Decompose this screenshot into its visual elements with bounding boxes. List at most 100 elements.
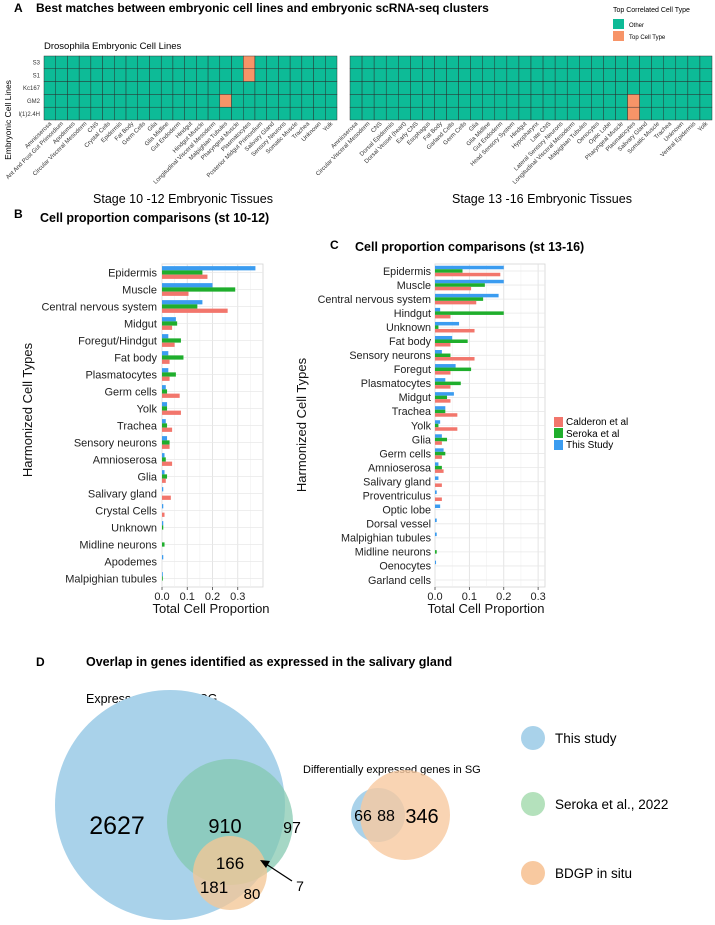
- right-cell-l-1-2-4h-lateral-sensory-neurons: [554, 106, 568, 121]
- venn-count-this-bdgp: 181: [200, 878, 228, 897]
- right-cell-gm2-late-cns: [542, 94, 556, 108]
- left-cell-kc167-pharyngeal-muscle: [231, 81, 244, 95]
- left-cell-kc167-salivary-gland: [266, 81, 279, 95]
- right-cell-s1-somatic-muscle: [651, 68, 664, 82]
- chart-c-bar-muscle-calderon-et-al: [435, 286, 472, 291]
- left-cell-l-1-2-4h-circular-visceral-mesoderm: [78, 106, 92, 121]
- right-cell-s1-glia-midline: [482, 68, 496, 82]
- heatmap-left-xlabel: Stage 10 -12 Embryonic Tissues: [93, 192, 273, 206]
- chart-b-bar-trachea-this-study: [162, 419, 166, 424]
- chart-b-bar-plasmatocytes-this-study: [162, 368, 169, 373]
- left-cell-l-1-2-4h-somatic-muscle: [289, 106, 303, 121]
- chart-c-category-central-nervous-system: Central nervous system: [318, 294, 431, 306]
- right-cell-gm2-cns: [373, 94, 387, 108]
- left-cell-kc167-apodemes: [67, 81, 80, 95]
- venn-legend: This study Seroka et al., 2022 BDGP in s…: [521, 726, 668, 885]
- chart-b-bar-salivary-gland-calderon-et-al: [162, 495, 171, 500]
- right-cell-l-1-2-4h-dorsal-vessel-heart: [398, 106, 411, 121]
- right-cell-l-1-2-4h-early-cns: [410, 106, 423, 121]
- left-cell-s1-somatic-muscle: [289, 68, 303, 82]
- left-cell-kc167-hindgut: [184, 81, 197, 95]
- left-cell-s3-fat-body: [125, 55, 138, 70]
- chart-c-bar-salivary-gland-calderon-et-al: [435, 483, 442, 487]
- chart-c-bar-plasmatocytes-this-study: [435, 378, 446, 382]
- right-cell-s3-head-sensory-system: [506, 55, 520, 70]
- right-cell-l-1-2-4h-amnioserosa: [349, 106, 363, 121]
- chart-c-category-hindgut: Hindgut: [394, 308, 431, 320]
- chart-b-bar-epidermis-this-study: [162, 266, 256, 271]
- right-cell-gm2-ventral-epidermis: [687, 94, 701, 108]
- chart-c-bar-fat-body-calderon-et-al: [435, 342, 451, 347]
- chart-c-category-malpighian-tubules: Malpighian tubules: [341, 533, 432, 545]
- chart-c-bar-epidermis-calderon-et-al: [435, 272, 501, 277]
- left-cell-s3-circular-visceral-mesoderm: [78, 55, 92, 70]
- right-cell-s3-fat-body: [434, 55, 447, 70]
- chart-b-bar-glia-calderon-et-al: [162, 478, 166, 483]
- left-cell-l-1-2-4h-malpighian-tubules: [219, 106, 232, 121]
- legend-label-calderon: Calderon et al: [566, 417, 628, 428]
- left-cell-s1-germ-cells: [137, 68, 150, 82]
- right-cell-s1-longitudinal-visceral-mesoderm: [566, 68, 580, 82]
- chart-c-category-proventriculus: Proventriculus: [363, 490, 432, 502]
- venn-expressed: Expressed genes in SG 2627 910 97 166 18…: [55, 690, 304, 920]
- left-cell-s1-yolk: [325, 68, 338, 82]
- chart-b-bar-germ-cells-seroka-et-al: [162, 389, 168, 394]
- right-cell-l-1-2-4h-garland-cells: [446, 106, 459, 121]
- chart-b-bar-central-nervous-system-seroka-et-al: [162, 304, 198, 309]
- venn-diff-circle-bdgp: [360, 770, 450, 860]
- right-cell-s3-glia: [470, 55, 483, 70]
- right-cell-gm2-hypopharynx: [530, 94, 544, 108]
- chart-c-bar-malpighian-tubules-this-study: [435, 532, 437, 537]
- right-cell-l-1-2-4h-glia: [470, 106, 483, 121]
- left-cell-kc167-cns: [90, 81, 103, 95]
- right-cell-l-1-2-4h-plasmatocytes-top: [627, 106, 640, 121]
- chart-c-category-plasmatocytes: Plasmatocytes: [361, 378, 432, 390]
- left-cell-s3-hindgut-muscle: [196, 55, 209, 70]
- right-cell-s1-fat-body: [434, 68, 447, 82]
- chart-b-bar-sensory-neurons-seroka-et-al: [162, 440, 170, 445]
- left-cell-gm2-longitudinal-visceral-mesoderm: [207, 94, 221, 108]
- chart-b-bar-central-nervous-system-this-study: [162, 300, 203, 305]
- chart-b-tick-label: 0.3: [230, 591, 245, 603]
- chart-c-bar-epidermis-seroka-et-al: [435, 269, 463, 273]
- chart-b-bar-plasmatocytes-calderon-et-al: [162, 376, 170, 381]
- chart-b-category-amnioserosa: Amnioserosa: [93, 454, 158, 466]
- right-cell-gm2-gut-endoderm: [494, 94, 508, 108]
- right-cell-s3-optic-lobe: [603, 55, 616, 70]
- left-cell-l-1-2-4h-apodemes: [67, 106, 80, 121]
- chart-b-category-salivary-gland: Salivary gland: [88, 488, 157, 500]
- right-cell-s1-glia: [470, 68, 483, 82]
- chart-c-bar-foregut-seroka-et-al: [435, 367, 472, 372]
- right-cell-gm2-glia-midline: [482, 94, 496, 108]
- chart-c-bar-trachea-seroka-et-al: [435, 409, 446, 414]
- right-cell-s1-hindgut: [518, 68, 532, 82]
- right-cell-kc167-glia-midline: [482, 81, 496, 95]
- left-cell-s3-apodemes: [67, 55, 80, 70]
- legend-swatch-other: [613, 19, 624, 29]
- chart-c-category-glia: Glia: [412, 434, 431, 446]
- venn-legend-bdgp: BDGP in situ: [555, 866, 632, 881]
- right-cell-gm2-amnioserosa: [349, 94, 363, 108]
- left-cell-s3-hindgut: [184, 55, 197, 70]
- chart-b-bar-unknown-seroka-et-al: [162, 525, 164, 530]
- right-cell-s1-yolk: [699, 68, 713, 82]
- chart-c-tick-label: 0.3: [530, 591, 545, 603]
- left-cell-gm2-crystal-cells: [102, 94, 115, 108]
- right-cell-s3-esophagus: [422, 55, 435, 70]
- panel-a-title: Best matches between embryonic cell line…: [36, 1, 489, 15]
- chart-c-legend: Calderon et al Seroka et al This Study: [554, 417, 628, 451]
- venn-arrow-head: [260, 860, 270, 868]
- left-cell-s3-pharyngeal-muscle: [231, 55, 244, 70]
- right-cell-gm2-glia: [470, 94, 483, 108]
- chart-c-bar-amnioserosa-this-study: [435, 462, 439, 466]
- left-cell-s3-crystal-cells: [102, 55, 115, 70]
- right-cell-s3-germ-cells: [458, 55, 471, 70]
- right-cell-gm2-salivary-gland: [639, 94, 652, 108]
- left-cell-s3-plasmatocytes-top: [243, 55, 256, 70]
- panel-b-label: B: [14, 207, 23, 221]
- chart-b-bar-unknown-this-study: [162, 521, 164, 526]
- chart-c-category-unknown: Unknown: [386, 322, 431, 334]
- right-cell-gm2-unknown: [675, 94, 689, 108]
